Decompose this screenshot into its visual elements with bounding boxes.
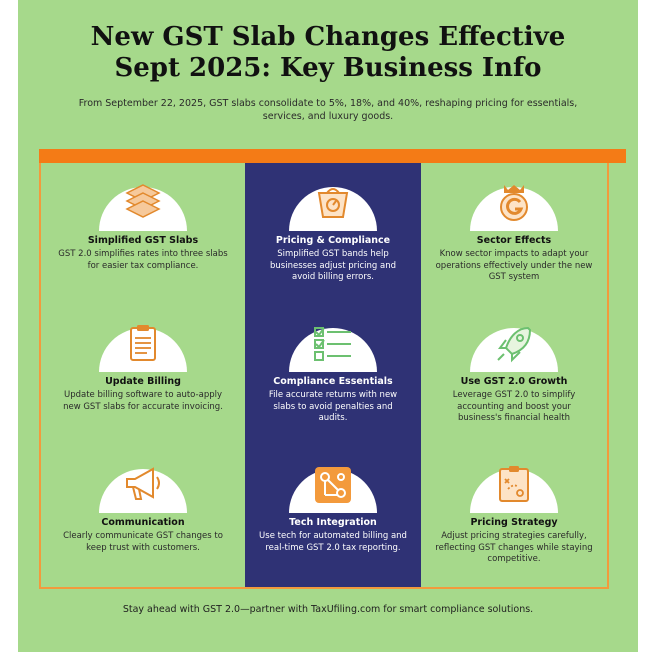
column-center: Pricing & Compliance Simplified GST band… <box>245 163 421 587</box>
accent-bar <box>39 149 626 163</box>
card-title: Update Billing <box>105 376 181 387</box>
card-description: Leverage GST 2.0 to simplify accounting … <box>452 390 576 423</box>
card-tech-integration: Tech Integration Use tech for automated … <box>245 445 421 586</box>
card-description: Clearly communicate GST changes to keep … <box>63 531 223 553</box>
card-sector-effects: Sector Effects Know sector impacts to ad… <box>421 163 607 304</box>
card-title: Pricing & Compliance <box>275 235 391 246</box>
integration-icon <box>311 463 355 507</box>
footer-text: Stay ahead with GST 2.0—partner with Tax… <box>122 604 534 615</box>
megaphone-icon <box>121 463 165 507</box>
card-description: Know sector impacts to adapt your operat… <box>435 249 593 282</box>
card-description: Use tech for automated billing and real-… <box>259 531 407 553</box>
scale-icon <box>311 181 355 225</box>
checklist-icon <box>311 322 355 366</box>
card-pricing-compliance: Pricing & Compliance Simplified GST band… <box>245 163 421 304</box>
card-title: Sector Effects <box>476 235 552 246</box>
card-title: Compliance Essentials <box>273 376 393 387</box>
card-title: Tech Integration <box>289 517 377 528</box>
card-simplified-gst-slabs: Simplified GST Slabs GST 2.0 simplifies … <box>41 163 245 304</box>
card-description: Adjust pricing strategies carefully, ref… <box>435 531 593 564</box>
card-update-billing: Update Billing Update billing software t… <box>41 304 245 445</box>
stacked-layers-icon <box>121 181 165 225</box>
title-line-1: New GST Slab Changes Effective <box>90 22 566 52</box>
card-title: Pricing Strategy <box>470 517 558 528</box>
card-description: Simplified GST bands help businesses adj… <box>270 249 396 282</box>
clipboard-icon <box>121 322 165 366</box>
card-title: Simplified GST Slabs <box>87 235 199 246</box>
card-use-gst-growth: Use GST 2.0 Growth Leverage GST 2.0 to s… <box>421 304 607 445</box>
column-left: Simplified GST Slabs GST 2.0 simplifies … <box>41 163 245 587</box>
card-title: Use GST 2.0 Growth <box>460 376 568 387</box>
g-emblem-icon <box>492 181 536 225</box>
card-description: GST 2.0 simplifies rates into three slab… <box>58 249 228 271</box>
card-pricing-strategy: Pricing Strategy Adjust pricing strategi… <box>421 445 607 586</box>
card-grid: Simplified GST Slabs GST 2.0 simplifies … <box>39 163 609 589</box>
card-compliance-essentials: Compliance Essentials File accurate retu… <box>245 304 421 445</box>
card-communication: Communication Clearly communicate GST ch… <box>41 445 245 586</box>
subtitle: From September 22, 2025, GST slabs conso… <box>78 98 578 122</box>
card-title: Communication <box>101 517 185 528</box>
strategy-board-icon <box>492 463 536 507</box>
page-title: New GST Slab Changes Effective Sept 2025… <box>18 22 638 84</box>
column-right: Sector Effects Know sector impacts to ad… <box>421 163 607 587</box>
title-line-2: Sept 2025: Key Business Info <box>114 53 542 83</box>
card-description: Update billing software to auto-apply ne… <box>63 390 223 412</box>
rocket-icon <box>492 322 536 366</box>
card-description: File accurate returns with new slabs to … <box>268 390 398 423</box>
